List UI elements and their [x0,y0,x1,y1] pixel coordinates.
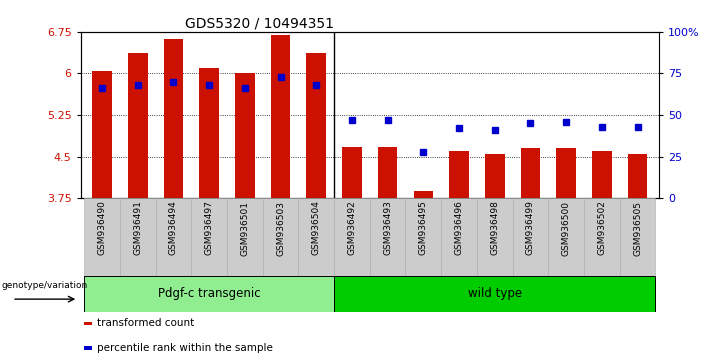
FancyBboxPatch shape [477,198,512,276]
Bar [378,147,397,198]
Bar [128,53,147,198]
Text: GSM936490: GSM936490 [97,201,107,256]
FancyBboxPatch shape [334,198,370,276]
Text: GSM936491: GSM936491 [133,201,142,256]
Bar [449,151,469,198]
Text: GSM936505: GSM936505 [633,201,642,256]
Bar [342,147,362,198]
Text: GSM936492: GSM936492 [348,201,356,255]
FancyBboxPatch shape [227,198,263,276]
Text: GSM936504: GSM936504 [312,201,321,256]
Text: GSM936497: GSM936497 [205,201,214,256]
Text: GSM936494: GSM936494 [169,201,178,255]
FancyBboxPatch shape [263,198,299,276]
Text: percentile rank within the sample: percentile rank within the sample [97,343,273,353]
Bar [334,276,655,312]
Bar [84,322,92,325]
Bar [414,191,433,198]
Text: wild type: wild type [468,287,522,300]
Bar [199,68,219,198]
Bar [521,148,540,198]
Text: GSM936495: GSM936495 [418,201,428,256]
Text: GSM936498: GSM936498 [490,201,499,256]
FancyBboxPatch shape [620,198,655,276]
Bar [235,73,254,198]
Bar [93,71,112,198]
FancyBboxPatch shape [120,198,156,276]
Bar [557,148,576,198]
FancyBboxPatch shape [584,198,620,276]
Bar [84,347,92,350]
FancyBboxPatch shape [370,198,405,276]
FancyBboxPatch shape [441,198,477,276]
FancyBboxPatch shape [156,198,191,276]
Bar [84,276,334,312]
Bar [271,35,290,198]
Bar [592,151,612,198]
FancyBboxPatch shape [299,198,334,276]
Text: GDS5320 / 10494351: GDS5320 / 10494351 [185,17,334,31]
FancyBboxPatch shape [405,198,441,276]
Text: GSM936496: GSM936496 [454,201,463,256]
FancyBboxPatch shape [191,198,227,276]
Bar [163,39,183,198]
Text: GSM936499: GSM936499 [526,201,535,256]
Text: genotype/variation: genotype/variation [1,281,88,290]
Text: GSM936502: GSM936502 [597,201,606,256]
Bar [627,154,647,198]
Text: GSM936500: GSM936500 [562,201,571,256]
FancyBboxPatch shape [84,198,120,276]
Text: GSM936493: GSM936493 [383,201,392,256]
FancyBboxPatch shape [512,198,548,276]
Text: GSM936501: GSM936501 [240,201,250,256]
Text: GSM936503: GSM936503 [276,201,285,256]
Bar [306,53,326,198]
Text: transformed count: transformed count [97,318,193,328]
Text: Pdgf-c transgenic: Pdgf-c transgenic [158,287,261,300]
Bar [485,154,505,198]
FancyBboxPatch shape [548,198,584,276]
